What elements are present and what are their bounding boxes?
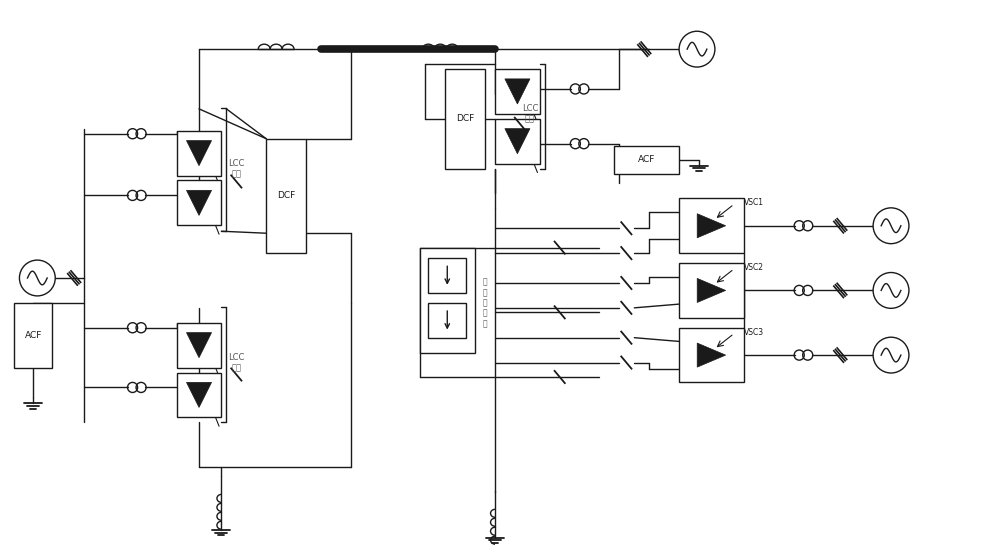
Bar [428, 303, 466, 338]
Bar [614, 145, 679, 174]
Text: ACF: ACF [638, 155, 655, 164]
Circle shape [19, 260, 55, 296]
Text: 可
控
避
雷
器: 可 控 避 雷 器 [483, 278, 487, 328]
Bar [495, 69, 540, 114]
Circle shape [873, 337, 909, 373]
Text: VSC1: VSC1 [744, 199, 764, 207]
Text: DCF: DCF [277, 191, 295, 200]
Polygon shape [186, 190, 212, 216]
Polygon shape [697, 343, 726, 367]
Text: LCC
阀组: LCC 阀组 [228, 353, 245, 372]
Circle shape [873, 273, 909, 309]
Bar [679, 328, 744, 383]
Text: VSC2: VSC2 [744, 263, 764, 272]
Bar [428, 258, 466, 293]
Polygon shape [697, 278, 726, 302]
Polygon shape [697, 213, 726, 238]
Circle shape [679, 31, 715, 67]
Bar [445, 69, 485, 169]
Polygon shape [505, 129, 530, 154]
Bar [420, 248, 475, 353]
Polygon shape [186, 332, 212, 358]
Polygon shape [186, 140, 212, 166]
Bar [14, 303, 52, 368]
Bar [266, 139, 306, 253]
Text: VSC3: VSC3 [744, 328, 764, 337]
Circle shape [873, 208, 909, 244]
Bar [177, 373, 221, 418]
Text: ACF: ACF [25, 331, 42, 340]
Bar [177, 323, 221, 368]
Bar [177, 180, 221, 225]
Bar [177, 131, 221, 175]
Polygon shape [505, 79, 530, 104]
Polygon shape [186, 382, 212, 408]
Text: DCF: DCF [456, 114, 474, 123]
Bar [679, 199, 744, 253]
Text: LCC
阀组: LCC 阀组 [228, 159, 245, 178]
Text: LCC
阀组: LCC 阀组 [522, 104, 538, 123]
Bar [679, 263, 744, 318]
Bar [495, 119, 540, 164]
